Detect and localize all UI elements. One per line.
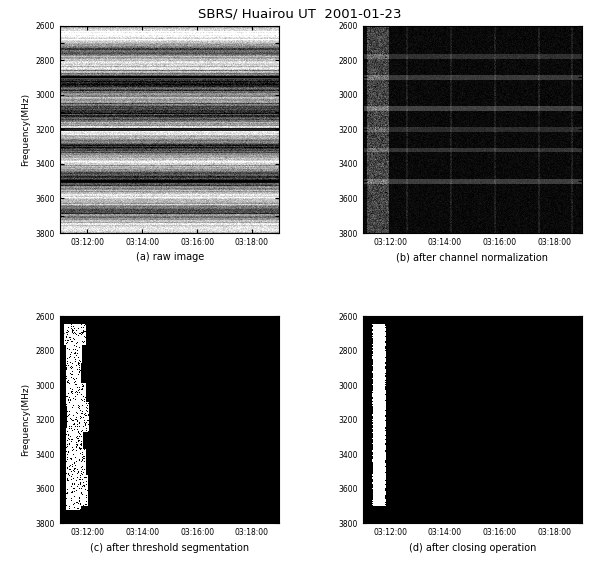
Text: SBRS/ Huairou UT  2001-01-23: SBRS/ Huairou UT 2001-01-23	[198, 7, 402, 20]
X-axis label: (c) after threshold segmentation: (c) after threshold segmentation	[90, 543, 249, 553]
Y-axis label: Frequency(MHz): Frequency(MHz)	[21, 93, 30, 166]
X-axis label: (a) raw image: (a) raw image	[136, 253, 204, 262]
Y-axis label: Frequency(MHz): Frequency(MHz)	[21, 383, 30, 456]
X-axis label: (d) after closing operation: (d) after closing operation	[409, 543, 536, 553]
X-axis label: (b) after channel normalization: (b) after channel normalization	[397, 253, 548, 262]
